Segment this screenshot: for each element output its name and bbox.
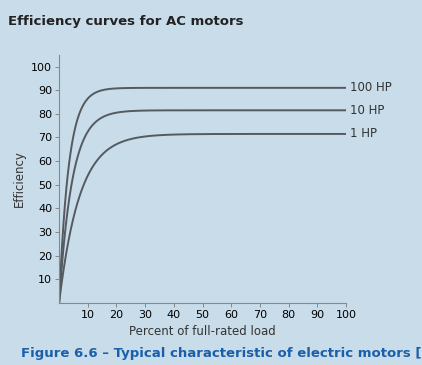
Y-axis label: Efficiency: Efficiency bbox=[13, 150, 26, 207]
Text: Figure 6.6 – Typical characteristic of electric motors [6]: Figure 6.6 – Typical characteristic of e… bbox=[21, 346, 422, 360]
Text: 10 HP: 10 HP bbox=[350, 104, 385, 117]
Text: Efficiency curves for AC motors: Efficiency curves for AC motors bbox=[8, 15, 244, 28]
Text: 1 HP: 1 HP bbox=[350, 127, 377, 141]
X-axis label: Percent of full-rated load: Percent of full-rated load bbox=[129, 326, 276, 338]
Text: 100 HP: 100 HP bbox=[350, 81, 392, 94]
